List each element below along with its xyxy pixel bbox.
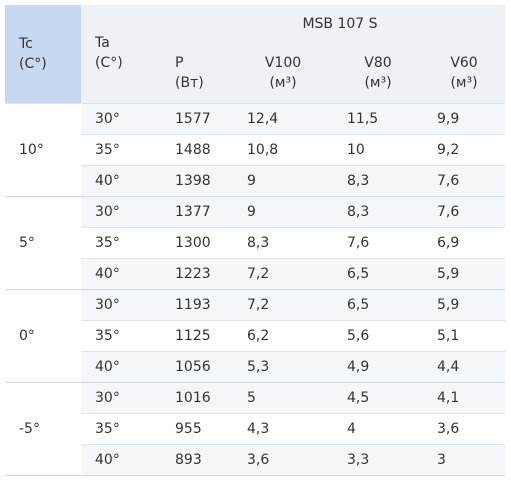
tc-unit: (C°) (19, 56, 47, 72)
tc-header: Tc (C°) (5, 5, 81, 104)
data-cell: 40° (81, 351, 161, 383)
column-header: V100 (м³) (233, 43, 333, 104)
column-unit: (м³) (364, 75, 392, 91)
data-cell: 1300 (161, 227, 233, 259)
tc-cell: 10° (5, 103, 81, 197)
tc-label: Tc (19, 36, 33, 52)
data-cell: 7,6 (333, 227, 423, 259)
data-cell: 35° (81, 413, 161, 445)
data-cell: 7,6 (423, 165, 506, 197)
data-cell: 1193 (161, 289, 233, 321)
data-cell: 1377 (161, 196, 233, 228)
data-cell: 1488 (161, 134, 233, 166)
column-label: V100 (264, 55, 302, 71)
data-cell: 6,9 (423, 227, 506, 259)
table-row: 5° 30° 1377 9 8,3 7,6 (5, 196, 506, 290)
tc-cell: 5° (5, 196, 81, 290)
table-row: 35° 955 4,3 4 3,6 (5, 413, 506, 445)
data-cell: 6,2 (233, 320, 333, 352)
data-cell: 10 (333, 134, 423, 166)
data-cell: 6,5 (333, 258, 423, 290)
tc-cell: 0° (5, 289, 81, 383)
data-cell: 11,5 (333, 103, 423, 135)
table-row: 40° 1056 5,3 4,9 4,4 (5, 351, 506, 383)
data-cell: 1125 (161, 320, 233, 352)
data-cell: 3,3 (333, 444, 423, 476)
data-cell: 5,9 (423, 258, 506, 290)
ta-unit: (C°) (95, 55, 123, 71)
table-row: -5° 30° 1016 5 4,5 4,1 (5, 382, 506, 476)
data-cell: 893 (161, 444, 233, 476)
column-header: V60 (м³) (423, 43, 506, 104)
table-row: 0° 30° 1193 7,2 6,5 5,9 (5, 289, 506, 383)
data-cell: 9,9 (423, 103, 506, 135)
data-cell: 40° (81, 258, 161, 290)
table-row: 35° 1300 8,3 7,6 6,9 (5, 227, 506, 259)
data-cell: 1577 (161, 103, 233, 135)
data-cell: 4,3 (233, 413, 333, 445)
table-row: 40° 1223 7,2 6,5 5,9 (5, 258, 506, 290)
data-cell: 4 (333, 413, 423, 445)
data-cell: 4,4 (423, 351, 506, 383)
table-row: 35° 1488 10,8 10 9,2 (5, 134, 506, 166)
data-cell: 9 (233, 196, 333, 228)
data-cell: 1056 (161, 351, 233, 383)
column-header: V80 (м³) (333, 43, 423, 104)
data-cell: 4,5 (333, 382, 423, 414)
column-unit: (м³) (269, 75, 297, 91)
data-cell: 30° (81, 103, 161, 135)
data-cell: 5,6 (333, 320, 423, 352)
data-cell: 8,3 (333, 196, 423, 228)
data-cell: 9 (233, 165, 333, 197)
column-unit: (Вт) (175, 75, 204, 91)
column-header: P (Вт) (161, 43, 233, 104)
data-cell: 8,3 (233, 227, 333, 259)
data-cell: 10,8 (233, 134, 333, 166)
data-cell: 7,6 (423, 196, 506, 228)
data-cell: 35° (81, 134, 161, 166)
table-row: 10° 30° 1577 12,4 11,5 9,9 (5, 103, 506, 197)
data-cell: 30° (81, 196, 161, 228)
data-cell: 5,1 (423, 320, 506, 352)
column-label: V60 (450, 55, 478, 71)
data-cell: 5 (233, 382, 333, 414)
column-unit: (м³) (450, 75, 478, 91)
data-table: Tc (C°) Ta (C°) MSB 107 S P (Вт) V100 (м³) V80… (5, 5, 506, 476)
ta-label: Ta (95, 35, 110, 51)
data-cell: 3,6 (423, 413, 506, 445)
data-cell: 7,2 (233, 258, 333, 290)
column-label: V80 (364, 55, 392, 71)
data-cell: 30° (81, 289, 161, 321)
model-header: MSB 107 S (161, 5, 506, 43)
data-cell: 12,4 (233, 103, 333, 135)
data-cell: 40° (81, 444, 161, 476)
data-cell: 1016 (161, 382, 233, 414)
table-row: 35° 1125 6,2 5,6 5,1 (5, 320, 506, 352)
data-cell: 3,6 (233, 444, 333, 476)
data-cell: 6,5 (333, 289, 423, 321)
data-cell: 3 (423, 444, 506, 476)
data-cell: 5,9 (423, 289, 506, 321)
data-cell: 5,3 (233, 351, 333, 383)
tc-cell: -5° (5, 382, 81, 476)
data-cell: 4,1 (423, 382, 506, 414)
data-cell: 7,2 (233, 289, 333, 321)
data-cell: 955 (161, 413, 233, 445)
ta-header: Ta (C°) (81, 5, 161, 104)
data-cell: 8,3 (333, 165, 423, 197)
data-cell: 1223 (161, 258, 233, 290)
column-label: P (175, 55, 184, 71)
data-cell: 1398 (161, 165, 233, 197)
data-cell: 35° (81, 320, 161, 352)
data-cell: 9,2 (423, 134, 506, 166)
data-cell: 35° (81, 227, 161, 259)
data-cell: 4,9 (333, 351, 423, 383)
data-cell: 30° (81, 382, 161, 414)
table-row: 40° 1398 9 8,3 7,6 (5, 165, 506, 197)
data-cell: 40° (81, 165, 161, 197)
table-row: 40° 893 3,6 3,3 3 (5, 444, 506, 476)
